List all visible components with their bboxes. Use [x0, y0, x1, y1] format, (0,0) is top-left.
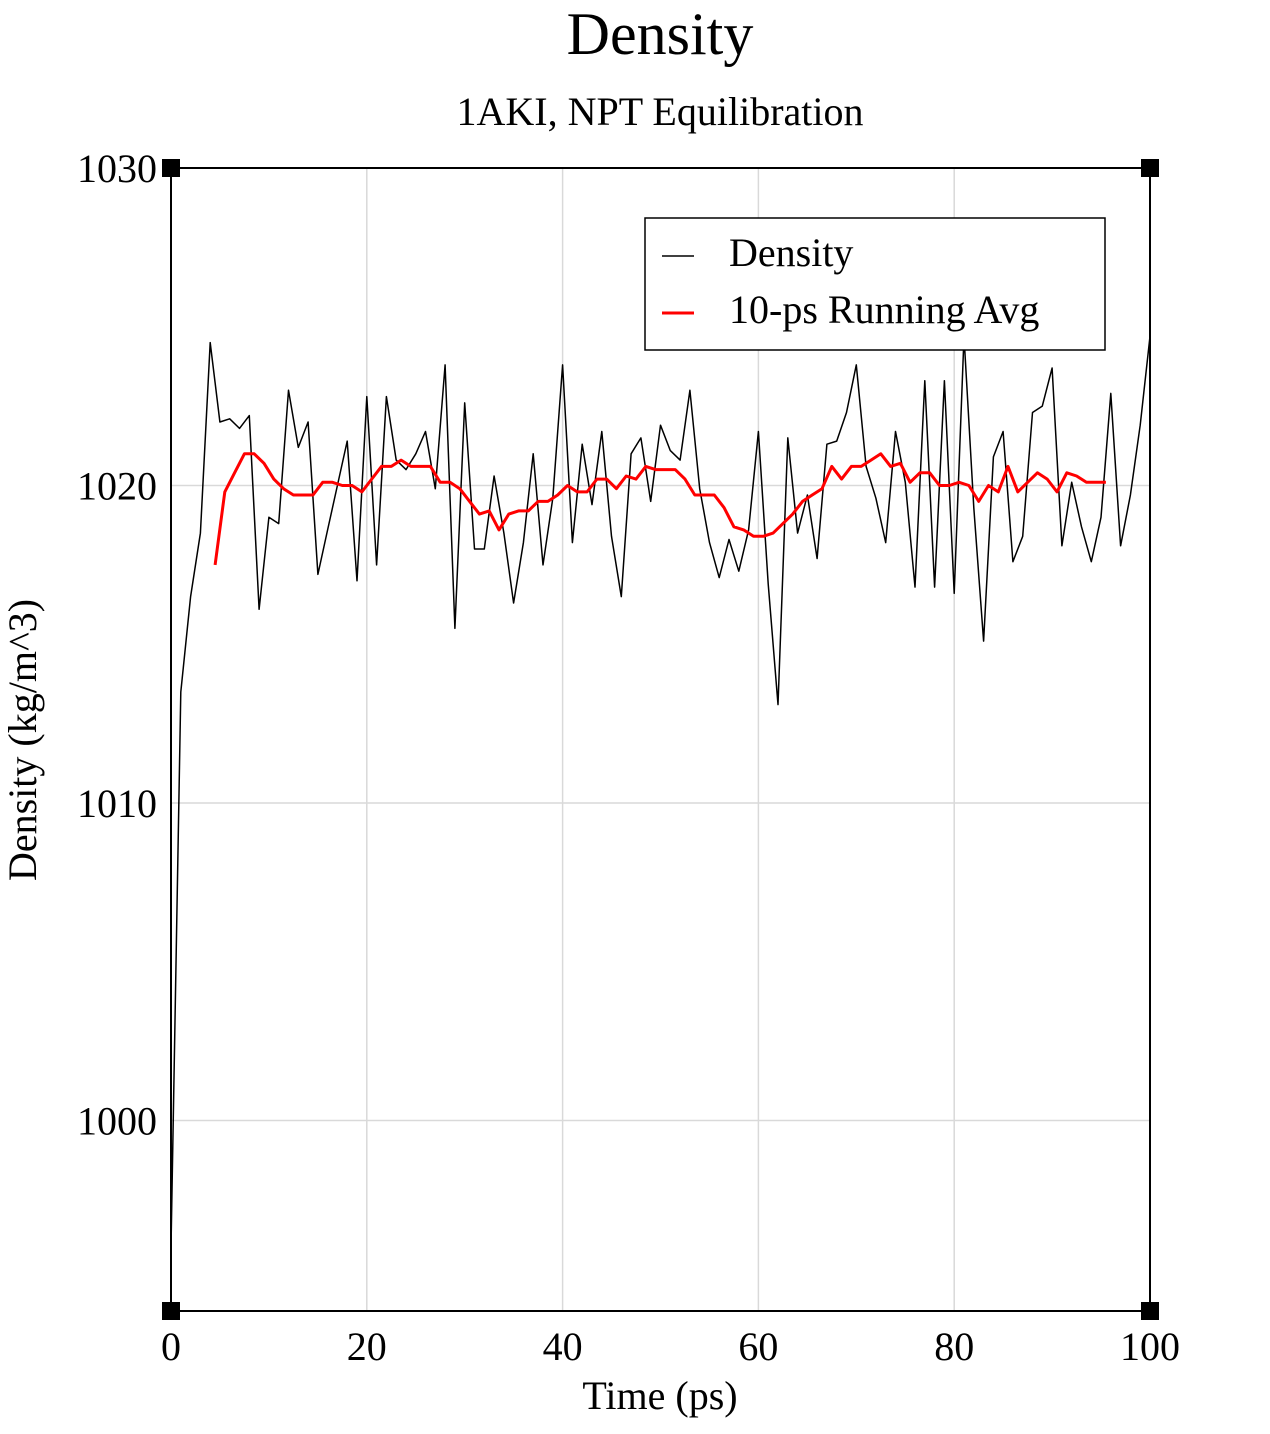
x-tick-label: 20 [347, 1324, 387, 1369]
plot-frame [170, 167, 1151, 1312]
chart-subtitle: 1AKI, NPT Equilibration [456, 89, 863, 134]
density-series-line [170, 335, 1151, 1248]
legend-label-density: Density [729, 230, 853, 275]
y-tick-label: 1020 [77, 464, 157, 509]
grid-lines [171, 168, 1150, 1311]
chart-title: Density [567, 1, 754, 67]
plot-series [170, 335, 1151, 1248]
running-avg-series-line [213, 452, 1106, 566]
y-tick-label: 1010 [77, 781, 157, 826]
frame-corner-marker [1141, 159, 1159, 177]
x-tick-label: 80 [934, 1324, 974, 1369]
frame-corner-marker [1141, 1302, 1159, 1320]
y-tick-label: 1030 [77, 146, 157, 191]
legend: Density 10-ps Running Avg [644, 217, 1106, 351]
x-axis-label: Time (ps) [582, 1373, 737, 1418]
frame-corner-markers [162, 159, 1159, 1320]
x-tick-label: 40 [543, 1324, 583, 1369]
y-tick-label: 1000 [77, 1099, 157, 1144]
frame-corner-marker [162, 1302, 180, 1320]
legend-label-running-avg: 10-ps Running Avg [729, 287, 1039, 332]
x-tick-label: 100 [1120, 1324, 1180, 1369]
frame-corner-marker [162, 159, 180, 177]
y-axis-label: Density (kg/m^3) [0, 599, 45, 881]
tick-labels: 0 20 40 60 80 100 1000 1010 1020 1030 [77, 146, 1180, 1369]
legend-box [644, 217, 1106, 351]
x-tick-label: 0 [161, 1324, 181, 1369]
x-tick-label: 60 [738, 1324, 778, 1369]
